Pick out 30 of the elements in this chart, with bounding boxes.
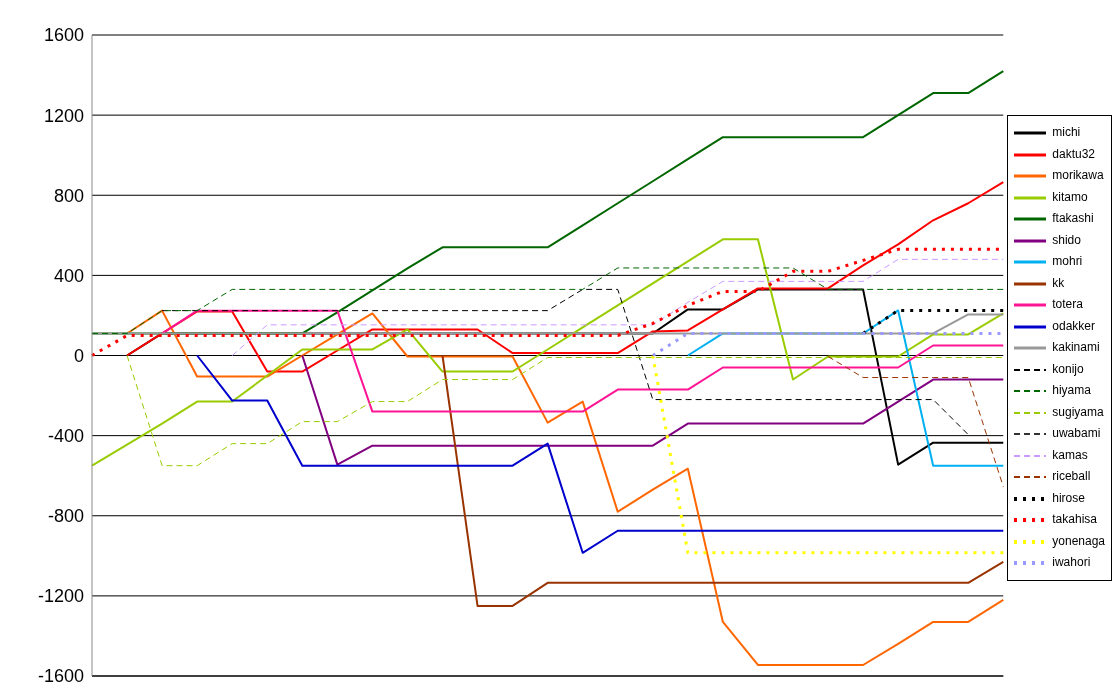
- y-tick-label: 1600: [43, 25, 84, 46]
- legend-label: konijo: [1052, 360, 1084, 378]
- y-tick-label: -1600: [37, 666, 84, 687]
- legend-label: kamas: [1052, 446, 1088, 464]
- y-tick-label: -1200: [37, 586, 84, 607]
- legend-label: odakker: [1052, 317, 1095, 335]
- legend-label: morikawa: [1052, 167, 1104, 185]
- legend-label: totera: [1052, 296, 1083, 314]
- legend-label: mohri: [1052, 253, 1083, 271]
- legend-label: uwabami: [1052, 425, 1101, 443]
- legend-label: hirose: [1052, 489, 1085, 507]
- legend-label: takahisa: [1052, 511, 1097, 529]
- y-tick-label: 400: [53, 265, 84, 286]
- legend-label: yonenaga: [1052, 532, 1105, 550]
- y-tick-label: 0: [73, 345, 84, 366]
- legend-label: shido: [1052, 231, 1081, 249]
- y-tick-label: -400: [47, 426, 84, 447]
- legend-label: sugiyama: [1052, 403, 1104, 421]
- legend-label: michi: [1052, 124, 1081, 142]
- y-tick-label: 1200: [43, 105, 84, 126]
- y-tick-label: 800: [53, 185, 84, 206]
- legend-label: iwahori: [1052, 554, 1091, 572]
- legend-label: hiyama: [1052, 382, 1091, 400]
- legend-label: kitamo: [1052, 188, 1088, 206]
- legend-label: kakinami: [1052, 339, 1100, 357]
- legend-label: kk: [1052, 274, 1065, 292]
- legend-label: riceball: [1052, 468, 1091, 486]
- legend-label: daktu32: [1052, 145, 1095, 163]
- y-tick-label: -800: [47, 506, 84, 527]
- legend-label: ftakashi: [1052, 210, 1094, 228]
